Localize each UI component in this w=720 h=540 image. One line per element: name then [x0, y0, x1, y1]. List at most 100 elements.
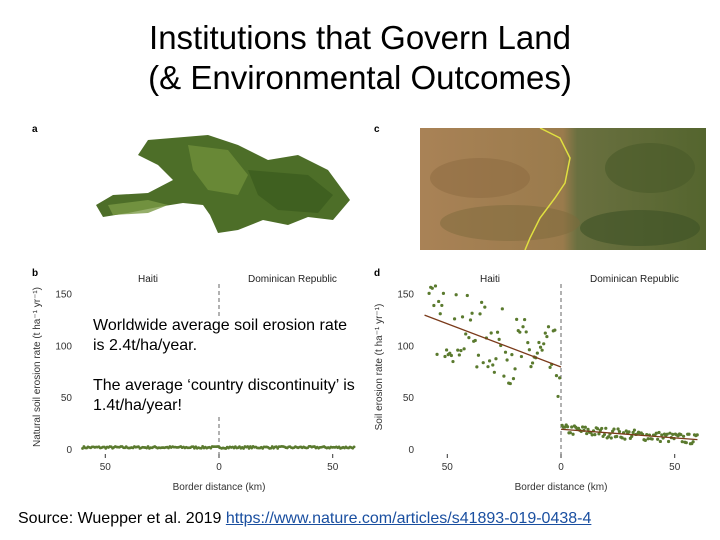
data-point — [657, 430, 661, 435]
data-point — [643, 438, 647, 442]
data-point — [502, 374, 506, 378]
data-point — [537, 340, 541, 345]
y-tick-label: 150 — [397, 289, 414, 300]
data-point — [445, 348, 449, 352]
panel-label-b: b — [32, 268, 39, 279]
data-point — [604, 426, 608, 430]
data-point — [586, 427, 590, 431]
country-label-haiti: Haiti — [138, 274, 158, 285]
callout-line2: The average ‘country discontinuity’ is 1… — [93, 377, 355, 414]
data-point — [478, 312, 482, 316]
data-point — [660, 433, 664, 437]
y-tick-label: 150 — [55, 289, 72, 300]
data-point — [521, 325, 525, 329]
data-point — [524, 330, 528, 334]
data-point — [593, 433, 597, 437]
data-point — [462, 347, 466, 351]
data-point — [510, 353, 514, 357]
country-label-haiti: Haiti — [480, 274, 500, 285]
source-citation: Source: Wuepper et al. 2019 https://www.… — [18, 510, 591, 528]
data-point — [668, 431, 672, 435]
data-point — [427, 291, 431, 296]
data-point — [568, 431, 572, 435]
data-point — [451, 359, 455, 364]
country-label-dr: Dominican Republic — [590, 274, 679, 285]
data-point — [535, 351, 539, 355]
data-point — [487, 359, 492, 363]
data-point — [556, 394, 560, 399]
x-tick-label: 50 — [442, 462, 454, 473]
data-point — [630, 434, 634, 438]
data-point — [583, 425, 587, 429]
data-point — [680, 440, 684, 444]
data-point — [617, 430, 622, 434]
data-point — [492, 370, 496, 374]
x-axis-label: Border distance (km) — [515, 482, 608, 493]
data-point — [494, 357, 498, 361]
data-point — [486, 365, 490, 369]
data-point — [624, 429, 628, 433]
data-point — [491, 363, 495, 367]
data-point — [658, 439, 662, 444]
data-point — [546, 325, 551, 329]
data-point — [495, 330, 500, 334]
data-point — [590, 433, 594, 437]
data-point — [602, 432, 607, 437]
data-point — [508, 381, 512, 386]
source-link[interactable]: https://www.nature.com/articles/s41893-0… — [225, 510, 592, 527]
data-point — [519, 354, 524, 359]
data-point — [460, 315, 465, 319]
data-point — [489, 331, 493, 335]
data-point — [616, 427, 620, 431]
chart-d: Haiti Dominican Republic 0 50 100 150 50 0 50 Bor… — [374, 274, 699, 493]
data-point — [437, 299, 441, 304]
data-point — [467, 336, 471, 340]
data-point — [671, 432, 675, 436]
trend-line — [424, 314, 562, 368]
callout-line1: Worldwide average soil erosion rate is 2… — [93, 317, 348, 354]
data-point — [570, 425, 574, 429]
panel-label-a: a — [32, 124, 38, 135]
x-tick-label: 0 — [558, 462, 564, 473]
y-axis-label: Natural soil erosion rate (t ha⁻¹ yr⁻¹) — [32, 287, 43, 447]
data-point — [500, 307, 504, 311]
data-point — [527, 348, 531, 352]
data-point — [465, 293, 469, 298]
data-point — [459, 348, 463, 353]
data-point — [679, 433, 683, 437]
data-point — [505, 358, 509, 362]
x-tick-label: 0 — [216, 462, 222, 473]
data-point — [665, 432, 669, 436]
y-tick-label: 100 — [55, 341, 72, 352]
data-point — [540, 348, 544, 352]
data-point — [631, 430, 635, 435]
erosion-callout: Worldwide average soil erosion rate is 2… — [93, 316, 355, 416]
panel-label-c: c — [374, 124, 380, 135]
data-point — [430, 286, 434, 290]
data-point — [627, 430, 631, 434]
data-point — [684, 441, 688, 445]
y-tick-label: 50 — [403, 393, 415, 404]
trend-line — [560, 428, 698, 441]
data-point — [481, 361, 485, 365]
data-point — [515, 317, 519, 321]
satellite-image — [420, 128, 706, 250]
chart-b: Haiti Dominican Republic 0 50 100 150 50 0 50 Bor… — [32, 274, 356, 493]
data-point — [432, 303, 436, 308]
data-point — [666, 439, 671, 444]
data-point — [475, 365, 479, 369]
data-point — [433, 284, 438, 288]
data-point — [497, 337, 501, 342]
x-tick-label: 50 — [100, 462, 112, 473]
data-point — [558, 376, 562, 380]
slide-title-line1: Institutions that Govern Land — [149, 19, 571, 56]
data-point — [452, 317, 457, 321]
data-point — [553, 328, 557, 332]
country-label-dr: Dominican Republic — [248, 274, 337, 285]
data-point — [470, 311, 474, 315]
x-tick-label: 50 — [669, 462, 681, 473]
data-point — [464, 332, 468, 336]
data-point — [457, 353, 461, 357]
data-point — [554, 374, 559, 378]
y-tick-label: 100 — [397, 341, 414, 352]
